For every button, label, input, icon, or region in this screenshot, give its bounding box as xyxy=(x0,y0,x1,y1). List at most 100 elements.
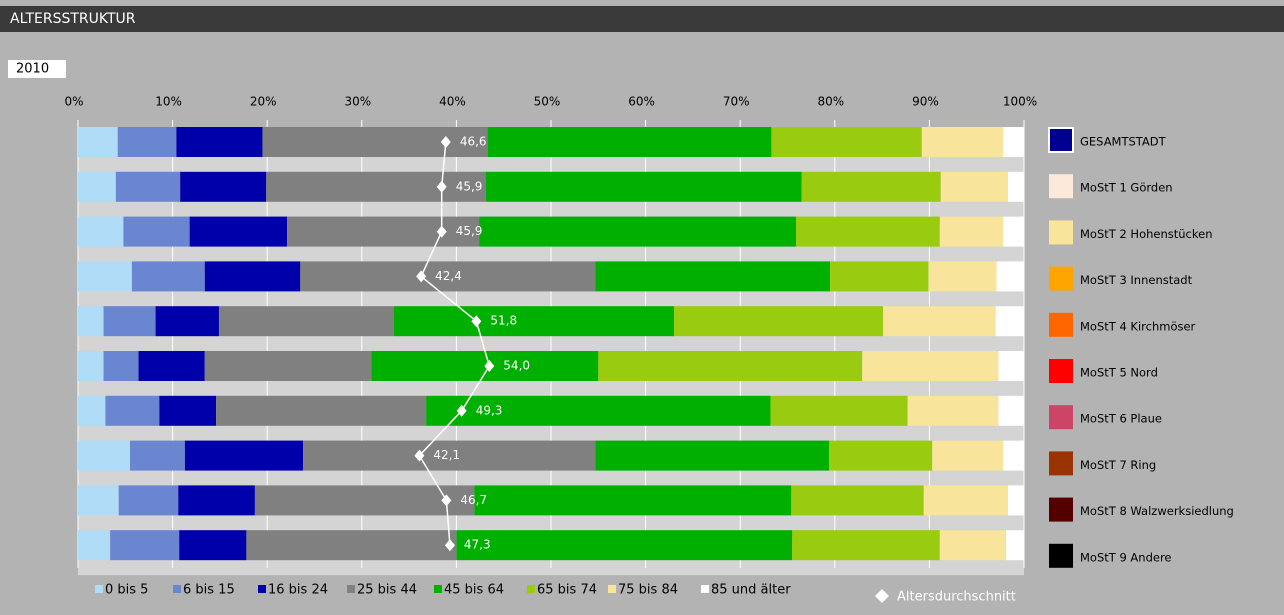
bar-segment xyxy=(998,351,1024,381)
legend-label: GESAMTSTADT xyxy=(1080,135,1167,149)
bar-segment xyxy=(456,530,793,561)
bar-segment xyxy=(595,440,830,471)
bar-segment xyxy=(155,306,219,337)
legend-label: 0 bis 5 xyxy=(105,583,148,598)
legend-swatch xyxy=(1049,497,1073,522)
x-tick-label: 60% xyxy=(628,95,655,109)
average-label: 46,7 xyxy=(460,493,487,507)
legend-swatch xyxy=(173,585,181,593)
bar-segment xyxy=(426,395,771,426)
legend-swatch xyxy=(1048,127,1074,153)
bar-segment xyxy=(939,216,1004,247)
bar-segment xyxy=(1006,530,1024,561)
bar-segment xyxy=(78,171,116,202)
bar-segment xyxy=(1003,216,1024,247)
bar-segment xyxy=(287,216,480,247)
chart-title: ALTERSSTRUKTUR xyxy=(10,11,136,27)
bar-segment xyxy=(78,530,111,561)
legend-label: MoStT 6 Plaue xyxy=(1080,412,1162,426)
legend-label: 65 bis 74 xyxy=(537,583,597,598)
legend-label: MoStT 2 Hohenstücken xyxy=(1080,227,1212,241)
bar-segment xyxy=(1003,440,1024,471)
bar-segment xyxy=(78,485,119,516)
average-marker xyxy=(436,180,447,193)
x-tick-label: 50% xyxy=(534,95,561,109)
average-marker xyxy=(456,404,467,417)
bar-segment xyxy=(829,440,933,471)
x-tick-label: 40% xyxy=(439,95,466,109)
bar-segment xyxy=(907,395,999,426)
legend-label: MoStT 1 Görden xyxy=(1080,181,1173,195)
bar-segment xyxy=(1007,171,1024,202)
legend-swatch xyxy=(1049,359,1073,383)
bar-segment xyxy=(176,127,263,157)
bar-segment xyxy=(479,216,797,247)
title-bar xyxy=(0,6,1284,32)
average-marker xyxy=(440,136,451,148)
bar-segment xyxy=(940,171,1008,202)
bar-segment xyxy=(595,261,831,292)
bar-segment xyxy=(262,127,488,157)
legend-swatch xyxy=(1049,405,1073,430)
bar-segment xyxy=(883,306,996,337)
average-label: 51,8 xyxy=(490,314,517,328)
x-tick-label: 70% xyxy=(723,95,750,109)
legend-swatch xyxy=(1049,220,1073,245)
legend-label: 45 bis 64 xyxy=(444,583,504,598)
x-tick-label: 20% xyxy=(250,95,277,109)
bar-segment xyxy=(204,261,301,292)
bar-segment xyxy=(996,261,1024,292)
bar-segment xyxy=(78,216,124,247)
legend-label: 75 bis 84 xyxy=(618,583,678,598)
bar-segment xyxy=(792,530,940,561)
bar-segment xyxy=(474,485,792,516)
bar-segment xyxy=(393,306,674,337)
x-tick-label: 90% xyxy=(912,95,939,109)
bar-segment xyxy=(770,395,908,426)
legend-label: 25 bis 44 xyxy=(357,583,417,598)
bar-segment xyxy=(673,306,884,337)
legend-swatch xyxy=(1049,451,1073,476)
legend-label: MoStT 7 Ring xyxy=(1080,458,1156,472)
legend-label: 85 und älter xyxy=(711,583,791,598)
bar-segment xyxy=(939,530,1007,561)
legend-swatch xyxy=(1049,174,1073,199)
average-label: 49,3 xyxy=(476,403,503,417)
bar-segment xyxy=(830,261,929,292)
bar-segment xyxy=(159,395,217,426)
average-label: 54,0 xyxy=(503,359,530,373)
bar-segment xyxy=(189,216,288,247)
legend-label: MoStT 8 Walzwerksiedlung xyxy=(1080,504,1234,518)
bar-segment xyxy=(216,395,427,426)
bar-segment xyxy=(110,530,180,561)
bar-segment xyxy=(1007,485,1024,516)
bar-segment xyxy=(246,530,457,561)
bar-segment xyxy=(115,171,181,202)
legend-marker xyxy=(875,589,889,603)
legend-swatch xyxy=(1049,312,1073,337)
bar-segment xyxy=(932,440,1004,471)
subtitle: 2010 xyxy=(16,62,49,77)
legend-swatch xyxy=(347,585,355,593)
bar-segment xyxy=(487,127,772,157)
x-tick-label: 100% xyxy=(1003,95,1037,109)
bar-segment xyxy=(921,127,1004,157)
bar-segment xyxy=(204,351,372,381)
bar-segment xyxy=(923,485,1008,516)
x-tick-label: 10% xyxy=(155,95,182,109)
bar-segment xyxy=(303,440,596,471)
legend-label: MoStT 3 Innenstadt xyxy=(1080,273,1193,287)
bar-segment xyxy=(180,171,267,202)
legend-swatch xyxy=(701,585,709,593)
bar-segment xyxy=(300,261,596,292)
bar-segment xyxy=(184,440,304,471)
bar-segment xyxy=(218,306,394,337)
legend-swatch xyxy=(608,585,616,593)
bar-segment xyxy=(801,171,941,202)
legend-swatch xyxy=(95,585,103,593)
bar-segment xyxy=(78,306,104,337)
bar-segment xyxy=(103,351,139,381)
bar-segment xyxy=(995,306,1024,337)
bar-segment xyxy=(998,395,1024,426)
